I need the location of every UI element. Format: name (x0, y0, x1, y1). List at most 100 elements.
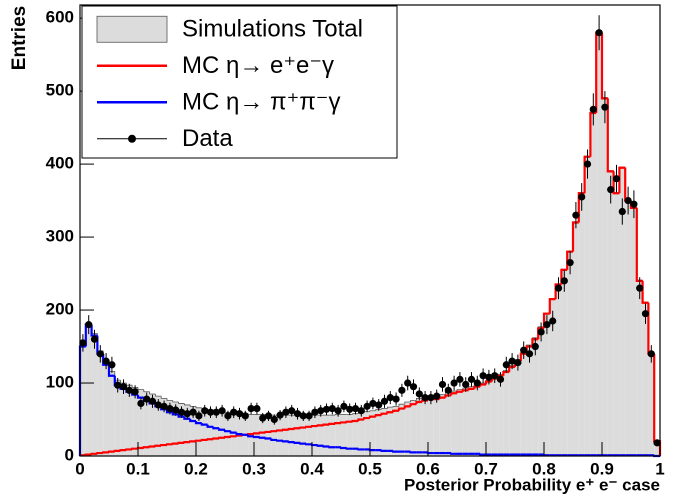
hist-step (316, 424, 324, 427)
hist-step (189, 418, 196, 423)
hist-bar (509, 365, 515, 456)
hist-step (577, 192, 585, 223)
hist-bar (642, 302, 649, 456)
data-point (496, 375, 505, 383)
x-tick-label: 0.2 (184, 459, 208, 478)
hist-step (212, 437, 220, 440)
hist-bar (225, 412, 231, 456)
hist-step (381, 408, 388, 410)
data-point (160, 402, 168, 410)
x-tick-label: 1 (655, 459, 664, 478)
hist-step (444, 394, 452, 398)
hist-bar (480, 383, 486, 456)
y-tick-label: 500 (46, 81, 74, 100)
hist-step (387, 406, 394, 409)
hist-bar (114, 380, 121, 456)
hist-step (287, 441, 295, 444)
hist-step (299, 442, 307, 445)
y-tick-label: 300 (46, 227, 74, 246)
y-tick-label: 100 (46, 373, 74, 392)
hist-bar (648, 353, 655, 456)
hist-step (235, 432, 243, 436)
hist-step (102, 353, 109, 366)
data-point (334, 407, 342, 415)
hist-step (136, 446, 144, 450)
data-point (479, 372, 487, 380)
data-point (566, 259, 574, 267)
hist-bar (230, 412, 237, 456)
hist-bar (364, 411, 370, 456)
hist-bar (625, 199, 631, 456)
hist-step (171, 442, 179, 445)
hist-step (184, 403, 191, 406)
hist-bar (538, 326, 544, 456)
hist-step (149, 391, 156, 395)
data-point (624, 196, 632, 205)
hist-step (189, 440, 196, 443)
hist-bar (288, 415, 295, 456)
hist-step (206, 424, 214, 428)
hist-step (635, 207, 643, 282)
y-tick-label: 0 (65, 445, 74, 464)
data-point (438, 380, 447, 389)
hist-bar (433, 396, 440, 456)
hist-step (270, 430, 278, 433)
hist-step (537, 327, 544, 340)
data-point (647, 350, 655, 358)
data-point (125, 386, 133, 394)
hist-bar (381, 408, 388, 456)
data-point (601, 103, 609, 111)
hist-bar (491, 377, 498, 456)
data-point (299, 412, 307, 420)
data-point (311, 408, 319, 416)
hist-bar (219, 411, 225, 456)
hist-step (374, 414, 382, 417)
hist-bar (213, 410, 220, 456)
hist-step (276, 439, 283, 442)
hist-step (148, 445, 156, 448)
hist-bar (462, 388, 469, 456)
data-point (589, 105, 597, 113)
hist-step (90, 452, 98, 455)
hist-bar (341, 414, 347, 456)
hist-step (583, 155, 591, 194)
data-point (612, 175, 621, 183)
hist-step (392, 409, 399, 413)
hist-bar (294, 415, 301, 456)
data-point (114, 381, 122, 389)
data-point (421, 394, 429, 402)
hist-step (380, 449, 388, 452)
hist-bar (126, 385, 133, 456)
data-point (357, 407, 365, 415)
hist-bar (259, 414, 266, 456)
data-point (456, 375, 464, 383)
hist-step (276, 429, 283, 432)
hist-bar (109, 371, 115, 456)
data-point (79, 339, 87, 347)
data-point (177, 408, 186, 416)
hist-bar (375, 409, 382, 456)
hist-bar (468, 386, 475, 456)
data-point (508, 357, 516, 365)
legend-label: MC η→ e⁺e⁻γ (182, 52, 334, 79)
hist-bar (439, 394, 446, 456)
hist-bar (428, 396, 434, 456)
hist-bar (497, 374, 504, 456)
data-point (137, 399, 145, 408)
legend-label: Data (182, 125, 233, 152)
data-point (433, 392, 441, 400)
hist-bar (561, 269, 568, 456)
hist-bar (613, 192, 620, 457)
hist-step (339, 446, 347, 450)
hist-bar (590, 112, 597, 456)
data-point (131, 388, 139, 396)
data-point (525, 350, 534, 358)
hist-bar (167, 400, 173, 456)
data-point (108, 361, 116, 369)
hist-step (397, 407, 405, 411)
hist-step (200, 438, 208, 442)
hist-step (305, 443, 312, 446)
hist-step (107, 364, 115, 377)
hist-bar (312, 415, 318, 456)
hist-step (131, 385, 138, 388)
